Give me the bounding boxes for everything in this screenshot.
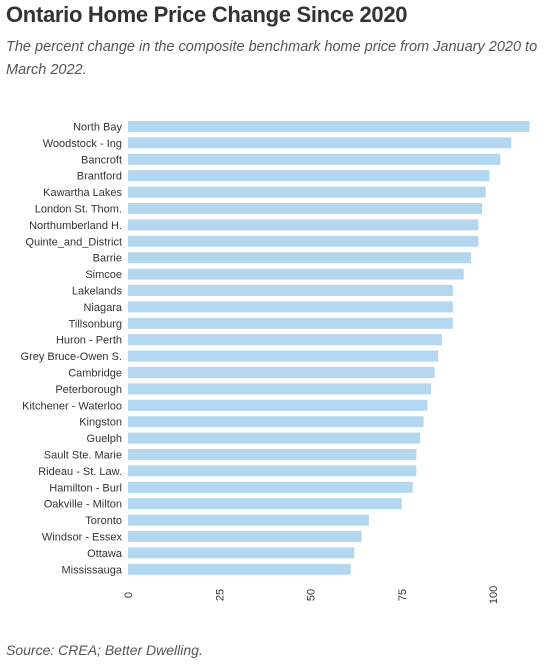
category-label: Toronto	[85, 515, 122, 527]
category-label: Sault Ste. Marie	[44, 450, 122, 462]
bar	[128, 203, 483, 214]
bar	[128, 252, 472, 264]
x-tick-label: 75	[397, 589, 409, 601]
bar	[128, 481, 413, 493]
category-label: Mississauga	[61, 564, 122, 576]
bar	[128, 219, 479, 231]
category-label: Barrie	[93, 253, 122, 265]
category-label: London St. Thom.	[35, 204, 122, 216]
category-label: Simcoe	[85, 269, 122, 281]
category-label: Ottawa	[87, 548, 123, 560]
category-label: Huron - Perth	[56, 335, 122, 347]
x-tick-label: 100	[488, 586, 500, 604]
category-label: Northumberland H.	[29, 220, 122, 232]
bar	[128, 531, 362, 542]
bar	[128, 350, 439, 362]
chart-subtitle: The percent change in the composite benc…	[6, 39, 538, 78]
bar	[128, 334, 442, 346]
bar	[128, 137, 512, 149]
bar	[128, 235, 479, 247]
bar	[128, 383, 431, 395]
category-label: Hamilton - Burl	[49, 482, 122, 494]
bar	[128, 449, 417, 460]
category-label: Kingston	[79, 417, 122, 429]
category-label: Cambridge	[68, 368, 122, 380]
bar	[128, 268, 464, 280]
bar	[128, 121, 530, 132]
bar	[128, 285, 453, 296]
category-label: Kawartha Lakes	[43, 187, 122, 199]
bar	[128, 170, 490, 182]
category-label: Lakelands	[72, 286, 123, 298]
bar	[128, 432, 420, 444]
bar	[128, 301, 453, 313]
category-label: North Bay	[73, 122, 122, 134]
bar	[128, 399, 428, 411]
bar	[128, 186, 486, 198]
bar	[128, 547, 355, 559]
chart-title: Ontario Home Price Change Since 2020	[6, 2, 408, 27]
category-label: Quinte_and_District	[25, 236, 122, 248]
bar	[128, 514, 369, 526]
bar	[128, 563, 351, 575]
bar	[128, 153, 501, 165]
bar	[128, 465, 417, 477]
category-label: Rideau - St. Law.	[38, 466, 122, 478]
x-tick-label: 0	[123, 592, 135, 598]
category-label: Brantford	[77, 171, 122, 183]
category-label: Kitchener - Waterloo	[22, 400, 122, 412]
bar-chart: North Bay Woodstock - Ing Bancroft Brantfor…	[21, 121, 530, 604]
category-label: Oakville - Milton	[44, 499, 122, 511]
category-label: Windsor - Essex	[42, 532, 123, 544]
x-tick-label: 25	[214, 589, 226, 601]
category-label: Peterborough	[55, 384, 122, 396]
bar	[128, 498, 402, 510]
category-label: Bancroft	[81, 154, 122, 166]
category-label: Niagara	[83, 302, 122, 314]
category-label: Tillsonburg	[69, 318, 122, 330]
category-label: Grey Bruce-Owen S.	[21, 351, 122, 363]
bar	[128, 416, 424, 428]
source-note: Source: CREA; Better Dwelling.	[6, 642, 203, 658]
x-tick-label: 50	[306, 589, 318, 601]
category-label: Guelph	[87, 433, 122, 445]
bar	[128, 317, 453, 329]
bar	[128, 367, 435, 378]
category-label: Woodstock - Ing	[43, 138, 122, 150]
